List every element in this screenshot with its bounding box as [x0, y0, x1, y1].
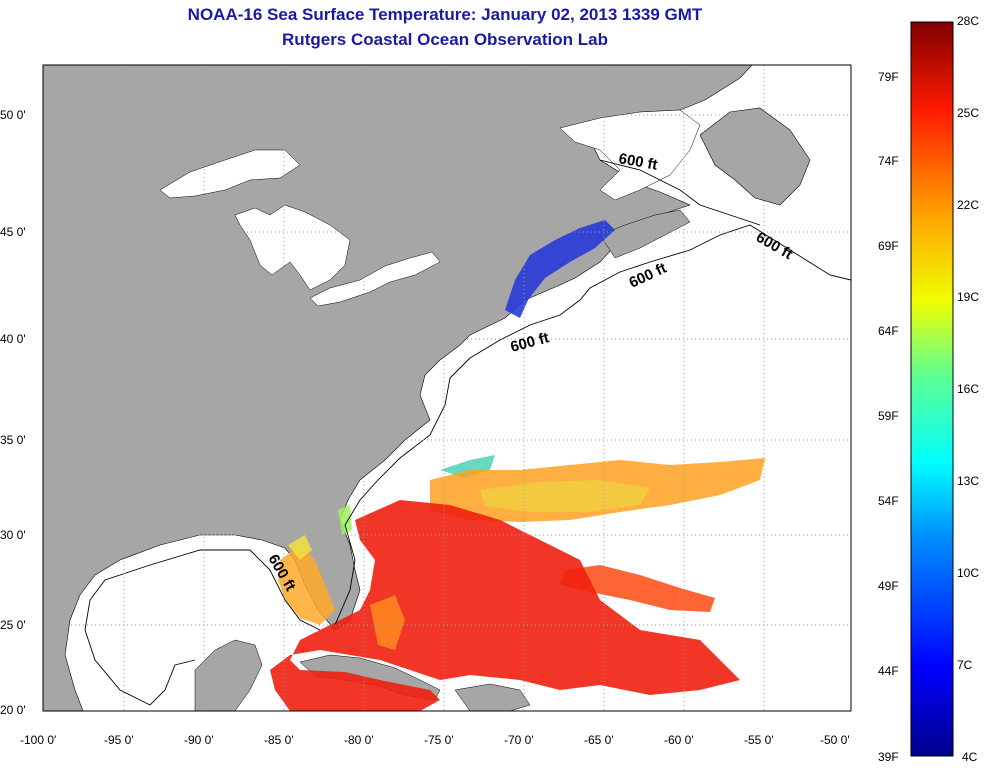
lon-tick: -85 0' — [264, 733, 294, 747]
bathymetry-contours — [84, 159, 851, 706]
yucatan-land — [194, 639, 263, 711]
map-gridlines — [43, 65, 851, 711]
fahrenheit-label: 69F — [878, 239, 899, 253]
contour-label-1: 600 ft — [617, 150, 659, 174]
celsius-label: 10C — [957, 566, 980, 580]
lon-tick: -75 0' — [424, 733, 454, 747]
lat-tick: 50 0' — [0, 108, 26, 122]
lon-tick: -55 0' — [744, 733, 774, 747]
map-frame — [42, 64, 852, 712]
sst-blue-gulf-of-maine — [505, 220, 615, 318]
celsius-label: 19C — [957, 290, 980, 304]
lat-tick: 45 0' — [0, 225, 26, 239]
celsius-label: 16C — [957, 382, 980, 396]
sst-orange-florida — [278, 545, 335, 625]
celsius-label: 13C — [957, 474, 980, 488]
nova-scotia-land — [599, 209, 691, 259]
lon-tick: -50 0' — [820, 733, 850, 747]
celsius-label: 4C — [962, 750, 978, 764]
sst-red-east — [560, 565, 715, 612]
lat-tick: 35 0' — [0, 433, 26, 447]
gulf-st-lawrence — [559, 109, 701, 201]
hispaniola-land — [454, 683, 531, 711]
contour-600ft-stlawrence — [599, 159, 761, 226]
fahrenheit-label: 49F — [878, 579, 899, 593]
fahrenheit-label: 79F — [878, 70, 899, 84]
sst-red-south — [270, 500, 740, 711]
lon-tick: -100 0' — [20, 733, 57, 747]
sst-yellow-band — [480, 480, 650, 512]
sst-orange-bahamas — [370, 595, 405, 650]
fahrenheit-label: 54F — [878, 494, 899, 508]
sst-lightgreen-patch — [338, 505, 352, 535]
contour-600ft-shelf — [334, 224, 851, 626]
lake-erie-ontario — [309, 251, 441, 307]
lake-superior — [159, 149, 301, 199]
lat-tick: 40 0' — [0, 332, 26, 346]
contour-600ft-gulf — [84, 549, 321, 706]
lat-tick: 30 0' — [0, 528, 26, 542]
lon-tick: -70 0' — [504, 733, 534, 747]
fahrenheit-label: 39F — [878, 750, 899, 764]
celsius-label: 28C — [957, 14, 980, 28]
celsius-label: 25C — [957, 106, 980, 120]
celsius-label: 7C — [957, 658, 973, 672]
lat-tick: 25 0' — [0, 618, 26, 632]
lon-tick: -60 0' — [664, 733, 694, 747]
newfoundland-land — [699, 107, 811, 206]
lon-tick: -65 0' — [584, 733, 614, 747]
lon-tick: -95 0' — [104, 733, 134, 747]
map-area — [43, 65, 851, 711]
lake-michigan-huron — [234, 204, 351, 291]
map-title: NOAA-16 Sea Surface Temperature: January… — [187, 5, 703, 24]
fahrenheit-label: 59F — [878, 409, 899, 423]
fahrenheit-label: 44F — [878, 664, 899, 678]
map-subtitle: Rutgers Coastal Ocean Observation Lab — [282, 30, 608, 49]
fahrenheit-label: 64F — [878, 324, 899, 338]
sst-yellow-florida — [288, 535, 312, 560]
lon-tick: -80 0' — [344, 733, 374, 747]
sst-observations — [270, 220, 765, 711]
fahrenheit-label: 74F — [878, 154, 899, 168]
lat-tick: 20 0' — [0, 703, 26, 717]
celsius-label: 22C — [957, 198, 980, 212]
lon-tick: -90 0' — [184, 733, 214, 747]
colorbar-gradient — [910, 21, 954, 757]
